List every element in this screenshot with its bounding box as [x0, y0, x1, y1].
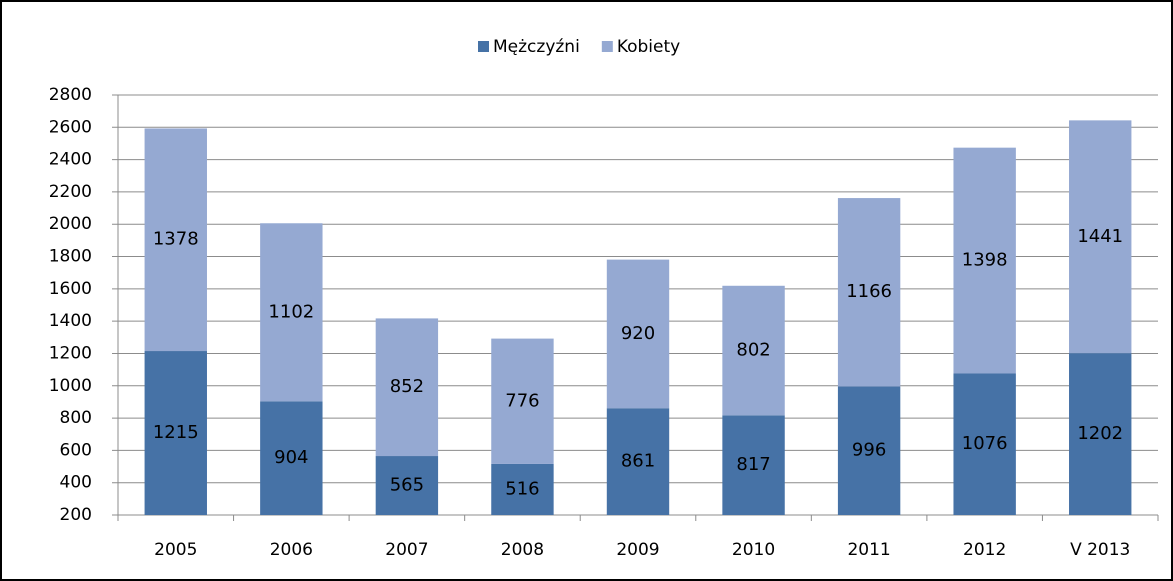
- y-tick-label: 600: [60, 440, 92, 460]
- y-tick-label: 1400: [49, 311, 92, 331]
- y-tick-label: 1000: [49, 376, 92, 396]
- bar-segment: [1069, 120, 1132, 354]
- y-tick-label: 2600: [49, 117, 92, 137]
- y-tick-label: 200: [60, 505, 92, 525]
- value-label: 1202: [1077, 423, 1123, 444]
- bar-segment: [144, 351, 207, 515]
- bar-segment: [606, 259, 670, 409]
- value-label: 996: [852, 440, 886, 461]
- value-label: 817: [736, 454, 770, 475]
- legend-swatch: [601, 41, 613, 52]
- x-tick-label: V 2013: [1070, 540, 1130, 560]
- bar-segment: [837, 386, 901, 515]
- bar-segment: [722, 285, 785, 416]
- x-tick-label: 2010: [732, 540, 775, 560]
- bar-segment: [722, 415, 785, 515]
- bar-segment: [144, 128, 207, 352]
- y-tick-label: 1800: [49, 247, 92, 267]
- legend-label: Mężczyźni: [493, 37, 580, 57]
- x-tick-label: 2011: [847, 540, 890, 560]
- value-label: 802: [736, 340, 770, 361]
- bar-segment: [375, 318, 439, 457]
- legend-swatch: [478, 41, 489, 52]
- value-label: 1398: [962, 250, 1008, 271]
- value-label: 904: [274, 447, 308, 468]
- value-label: 516: [505, 478, 539, 499]
- y-tick-label: 2200: [49, 182, 92, 202]
- x-tick-label: 2006: [270, 540, 313, 560]
- y-tick-label: 1600: [49, 279, 92, 299]
- bar-segment: [491, 338, 554, 464]
- x-tick-label: 2008: [501, 540, 544, 560]
- value-label: 1215: [153, 422, 199, 443]
- value-label: 776: [505, 390, 539, 411]
- bar-segment: [606, 408, 670, 515]
- value-label: 1102: [268, 301, 314, 322]
- value-label: 565: [390, 475, 424, 496]
- y-tick-label: 400: [60, 473, 92, 493]
- bar-segment: [953, 373, 1016, 515]
- value-label: 852: [390, 376, 424, 397]
- x-tick-label: 2009: [616, 540, 659, 560]
- bar-segment: [260, 223, 323, 402]
- y-tick-label: 800: [60, 408, 92, 428]
- value-label: 920: [621, 323, 655, 344]
- y-tick-label: 2000: [49, 214, 92, 234]
- x-tick-label: 2005: [154, 540, 197, 560]
- y-tick-label: 1200: [49, 343, 92, 363]
- value-label: 1166: [846, 281, 892, 302]
- legend-label: Kobiety: [617, 37, 680, 57]
- bar-segment: [491, 463, 554, 515]
- x-tick-label: 2012: [963, 540, 1006, 560]
- value-label: 1441: [1077, 226, 1123, 247]
- bar-segment: [953, 147, 1016, 374]
- value-label: 1378: [153, 229, 199, 250]
- bar-segment: [1069, 353, 1132, 515]
- value-label: 861: [621, 451, 655, 472]
- value-label: 1076: [962, 433, 1008, 454]
- bar-segment: [375, 456, 439, 515]
- y-tick-label: 2400: [49, 150, 92, 170]
- x-tick-label: 2007: [385, 540, 428, 560]
- bar-segment: [837, 198, 901, 387]
- y-tick-label: 2800: [49, 85, 92, 105]
- bar-segment: [260, 401, 323, 515]
